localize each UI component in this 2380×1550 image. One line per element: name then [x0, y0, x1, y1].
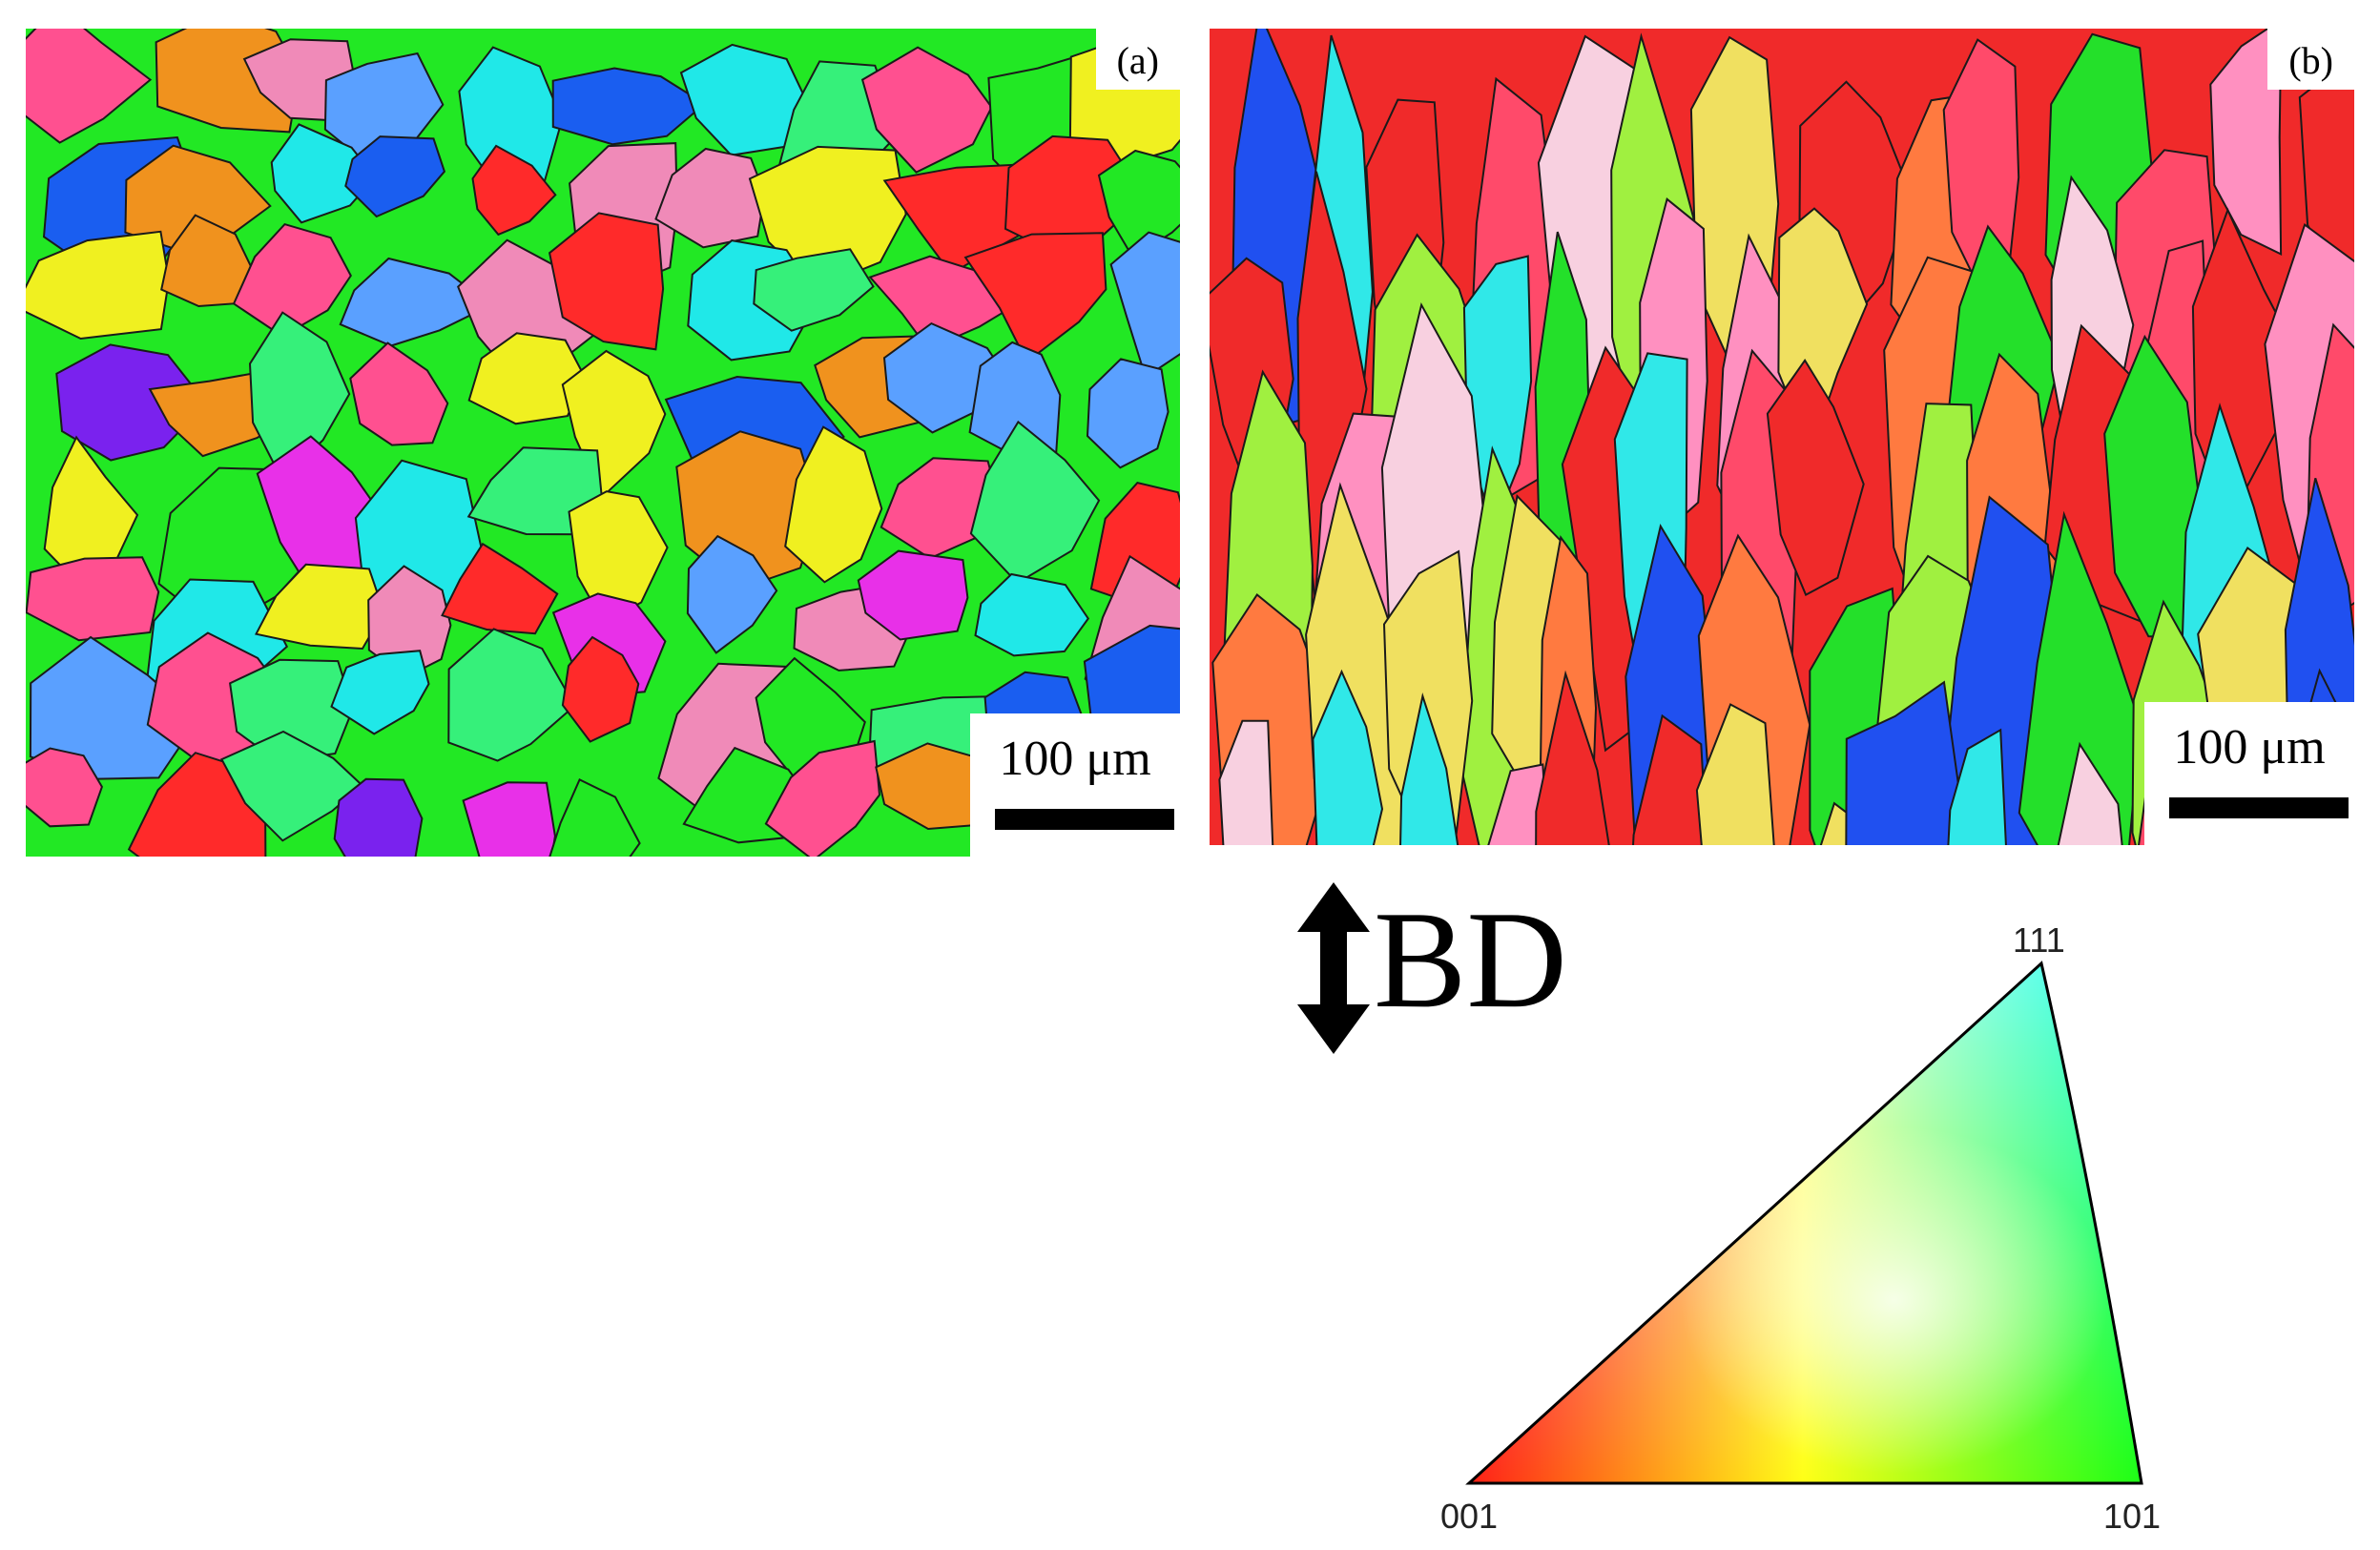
grain — [1086, 358, 1169, 469]
grain — [753, 248, 875, 332]
scale-text-a: 100 μm — [999, 732, 1151, 786]
grain — [784, 425, 883, 584]
grain — [1845, 680, 1963, 845]
grain — [462, 781, 556, 857]
grain — [270, 123, 377, 224]
grain — [548, 778, 641, 857]
grain — [333, 777, 424, 857]
grain — [1695, 703, 1775, 845]
grain — [160, 214, 253, 308]
grain — [963, 232, 1107, 363]
grain — [367, 565, 452, 679]
panel-label-b: (b) — [2267, 29, 2354, 90]
grain — [1487, 763, 1549, 845]
ipf-label-101: 101 — [2103, 1497, 2161, 1536]
grain — [2018, 510, 2142, 845]
grain — [1766, 358, 1865, 597]
grain — [2209, 29, 2283, 257]
grain — [26, 747, 103, 828]
grain — [1109, 231, 1180, 379]
build-direction-label: BD — [1374, 882, 1567, 1037]
grain — [447, 628, 576, 762]
grain — [55, 343, 208, 462]
grain — [1632, 713, 1708, 845]
grain-map-a — [26, 29, 1180, 857]
grain — [255, 563, 385, 651]
double-arrow-icon — [1297, 882, 1370, 1054]
scale-line-b — [2169, 797, 2349, 818]
ipf-triangle: 001 101 111 — [1440, 920, 2161, 1536]
grain — [349, 341, 449, 446]
ipf-label-001: 001 — [1440, 1497, 1498, 1536]
scale-line-a — [995, 809, 1174, 830]
scale-bar-a: 100 μm — [970, 713, 1180, 857]
ipf-label-111: 111 — [2013, 920, 2065, 960]
ebsd-map-a: (a) 100 μm — [26, 29, 1180, 857]
ipf-color-key: 001 101 111 — [1421, 916, 2184, 1536]
grain — [860, 46, 993, 174]
grain — [764, 739, 881, 857]
scale-bar-b: 100 μm — [2144, 702, 2354, 845]
grain — [880, 457, 1001, 560]
grain — [561, 635, 640, 743]
grain — [29, 635, 199, 780]
ebsd-map-b: (b) 100 μm — [1210, 29, 2354, 845]
grain — [551, 67, 707, 146]
grain — [330, 650, 430, 735]
grain — [2057, 741, 2123, 845]
grain — [344, 135, 446, 218]
grain — [220, 730, 363, 842]
grain — [467, 332, 587, 425]
build-direction-indicator: BD — [1297, 882, 1603, 1054]
grain — [1218, 719, 1274, 845]
grain — [974, 572, 1090, 657]
grain — [441, 542, 559, 635]
scale-text-b: 100 μm — [2173, 720, 2326, 775]
grain-map-b — [1210, 29, 2354, 845]
panel-label-a: (a) — [1095, 29, 1180, 90]
grain — [1535, 670, 1610, 845]
grain — [26, 556, 160, 642]
grain — [654, 147, 766, 249]
grain — [26, 230, 171, 341]
grain — [1462, 255, 1533, 529]
grain — [471, 144, 557, 237]
grain — [857, 549, 969, 641]
grain — [548, 212, 665, 351]
grain — [969, 420, 1101, 585]
grain — [1947, 728, 2007, 845]
grain — [339, 257, 493, 347]
grain — [26, 29, 153, 144]
grain — [232, 222, 352, 338]
grain — [1399, 692, 1459, 845]
grain — [1312, 669, 1384, 845]
grain — [686, 534, 778, 654]
grain — [2298, 52, 2354, 287]
